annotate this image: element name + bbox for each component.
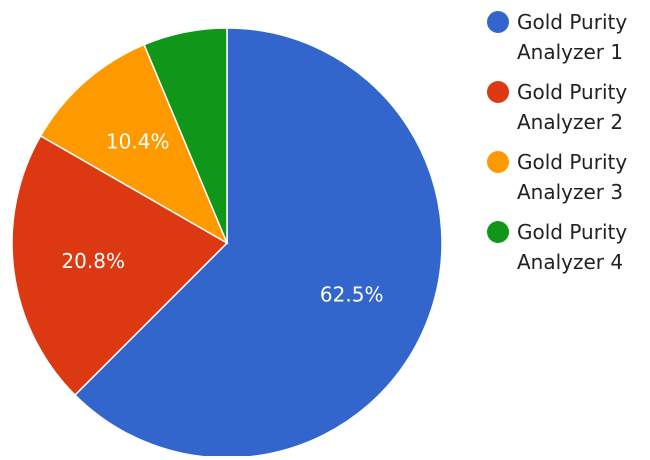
pie-slice-4[interactable] — [143, 27, 228, 244]
pie-slice-3[interactable] — [39, 43, 229, 245]
slice-label-2: 20.8% — [61, 249, 125, 273]
pie-slices — [11, 27, 443, 459]
legend-item-3[interactable]: Gold Purity Analyzer 3 — [487, 150, 627, 204]
legend-label-line1-4: Gold Purity — [517, 220, 627, 244]
legend-label-line2-2: Analyzer 2 — [517, 110, 623, 134]
legend-marker-4 — [487, 221, 509, 243]
legend-label-line2-1: Analyzer 1 — [517, 40, 623, 64]
legend-marker-3 — [487, 151, 509, 173]
legend-marker-1 — [487, 11, 509, 33]
legend-label-line2-3: Analyzer 3 — [517, 180, 623, 204]
slice-label-3: 10.4% — [106, 130, 170, 154]
pie-slice-2[interactable] — [11, 134, 229, 397]
legend-item-1[interactable]: Gold Purity Analyzer 1 — [487, 10, 627, 64]
legend-label-line1-2: Gold Purity — [517, 80, 627, 104]
legend-item-4[interactable]: Gold Purity Analyzer 4 — [487, 220, 627, 274]
legend-label-line1-1: Gold Purity — [517, 10, 627, 34]
pie-slice-labels: 62.5% 20.8% 10.4% — [61, 130, 383, 307]
slice-label-1: 62.5% — [320, 283, 384, 307]
pie-slice-1[interactable] — [73, 27, 443, 459]
legend-label-line2-4: Analyzer 4 — [517, 250, 623, 274]
legend-marker-2 — [487, 81, 509, 103]
legend-label-line1-3: Gold Purity — [517, 150, 627, 174]
legend: Gold Purity Analyzer 1 Gold Purity Analyzer… — [487, 10, 627, 274]
legend-item-2[interactable]: Gold Purity Analyzer 2 — [487, 80, 627, 134]
